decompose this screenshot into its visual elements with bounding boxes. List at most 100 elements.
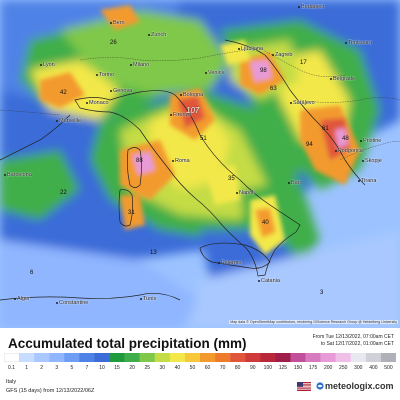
- city-name: Zagreb: [275, 52, 293, 58]
- scale-swatch: [260, 353, 276, 362]
- city-name: Bern: [113, 20, 125, 26]
- scale-tick-label: 25: [144, 365, 150, 371]
- city-dot-icon: [180, 93, 182, 96]
- scale-tick-label: 175: [308, 365, 318, 371]
- precipitation-map[interactable]: Budapest Bern Zurich Ljubljana Zagreb Timisoa…: [0, 0, 400, 328]
- city-name: Firenze: [173, 112, 192, 118]
- scale-swatch: [320, 353, 336, 362]
- scale-swatch: [275, 353, 291, 362]
- scale-swatch: [335, 353, 351, 362]
- city-name: Barcelona: [7, 172, 32, 178]
- scale-tick-label: 20: [129, 365, 135, 371]
- us-flag-icon[interactable]: [297, 382, 311, 391]
- meteologix-logo-icon: [316, 382, 324, 390]
- precip-value: 63: [270, 86, 277, 92]
- city-label: Catania: [258, 278, 280, 284]
- city-dot-icon: [330, 77, 332, 80]
- precip-value: 48: [342, 136, 349, 142]
- scale-tick-label: 0.1: [8, 365, 16, 371]
- city-label: Budapest: [298, 4, 324, 10]
- scale-swatch: [290, 353, 306, 362]
- city-dot-icon: [4, 173, 6, 176]
- scale-swatch: [350, 353, 367, 362]
- city-label: Alger: [14, 296, 30, 302]
- precip-value: 35: [228, 176, 235, 182]
- city-dot-icon: [148, 33, 150, 36]
- city-label: Zagreb: [272, 52, 292, 58]
- city-dot-icon: [218, 261, 220, 264]
- city-name: Roma: [175, 158, 190, 164]
- precip-value: 98: [260, 68, 267, 74]
- precip-value: 6: [30, 270, 34, 276]
- precip-value: 51: [200, 136, 207, 142]
- city-label: Ljubljana: [238, 46, 263, 52]
- city-name: Constantine: [59, 300, 89, 306]
- city-dot-icon: [236, 191, 238, 194]
- scale-tick-label: 5: [70, 365, 74, 371]
- city-name: Belgrade: [333, 76, 356, 82]
- city-name: Lyon: [43, 62, 55, 68]
- city-label: Bari: [288, 180, 301, 186]
- scale-tick-label: 30: [159, 365, 166, 371]
- scale-swatch: [184, 353, 201, 362]
- scale-swatch: [4, 353, 20, 362]
- city-dot-icon: [272, 53, 274, 56]
- scale-swatch: [34, 353, 50, 362]
- city-name: Marseille: [59, 118, 82, 124]
- map-canvas: [0, 0, 400, 328]
- city-name: Skopje: [365, 158, 382, 164]
- city-label: Milano: [130, 62, 149, 68]
- brand-link[interactable]: meteologix.com: [325, 381, 394, 391]
- map-attribution[interactable]: Map data © OpenStreetMap contributors, r…: [229, 320, 398, 324]
- city-dot-icon: [172, 159, 174, 162]
- scale-tick-label: 500: [384, 365, 393, 371]
- scale-tick-label: 100: [263, 365, 273, 371]
- scale-swatch: [124, 353, 140, 362]
- scale-tick-label: 50: [189, 365, 196, 371]
- color-scale: [4, 353, 396, 362]
- scale-tick-label: 90: [249, 365, 256, 371]
- city-label: Barcelona: [4, 172, 32, 178]
- city-label: Lyon: [40, 62, 55, 68]
- city-dot-icon: [362, 159, 364, 162]
- city-label: Pristine: [360, 138, 381, 144]
- city-label: Belgrade: [330, 76, 355, 82]
- city-name: Torino: [99, 72, 114, 78]
- city-dot-icon: [96, 73, 98, 76]
- city-name: Tirana: [361, 178, 377, 184]
- city-name: Tunis: [143, 296, 157, 302]
- city-label: Torino: [96, 72, 114, 78]
- precip-value: 107: [186, 106, 200, 115]
- borders: [0, 47, 400, 161]
- city-name: Sarajevo: [293, 100, 315, 106]
- scale-tick-label: 15: [114, 365, 120, 371]
- scale-swatch: [19, 353, 35, 362]
- scale-swatch: [230, 353, 246, 362]
- scale-swatch: [200, 353, 216, 362]
- city-dot-icon: [86, 101, 88, 104]
- city-label: Skopje: [362, 158, 382, 164]
- scale-tick-label: 60: [204, 365, 211, 371]
- city-label: Firenze: [170, 112, 191, 118]
- city-name: Catania: [261, 278, 280, 284]
- city-dot-icon: [238, 47, 240, 50]
- scale-tick-label: 10: [99, 365, 105, 371]
- color-scale-labels: 0.1 1 2 3 5 7 10 15 20 25 30 40 50 60 70 80 90 100 125 150 1…: [4, 365, 396, 372]
- city-dot-icon: [258, 279, 260, 282]
- city-name: Bari: [291, 180, 301, 186]
- city-dot-icon: [14, 297, 16, 300]
- city-name: Podgorica: [338, 148, 363, 154]
- city-dot-icon: [290, 101, 292, 104]
- precip-value: 61: [322, 126, 329, 132]
- scale-tick-label: 70: [219, 365, 226, 371]
- city-dot-icon: [170, 113, 172, 116]
- city-dot-icon: [140, 297, 142, 300]
- scale-tick-label: 3: [55, 365, 59, 371]
- scale-swatch: [139, 353, 155, 362]
- precip-value: 3: [320, 290, 324, 296]
- city-label: Roma: [172, 158, 190, 164]
- city-dot-icon: [56, 301, 58, 304]
- legend-panel: [0, 328, 400, 400]
- city-dot-icon: [40, 63, 42, 66]
- scale-tick-label: 7: [85, 365, 89, 371]
